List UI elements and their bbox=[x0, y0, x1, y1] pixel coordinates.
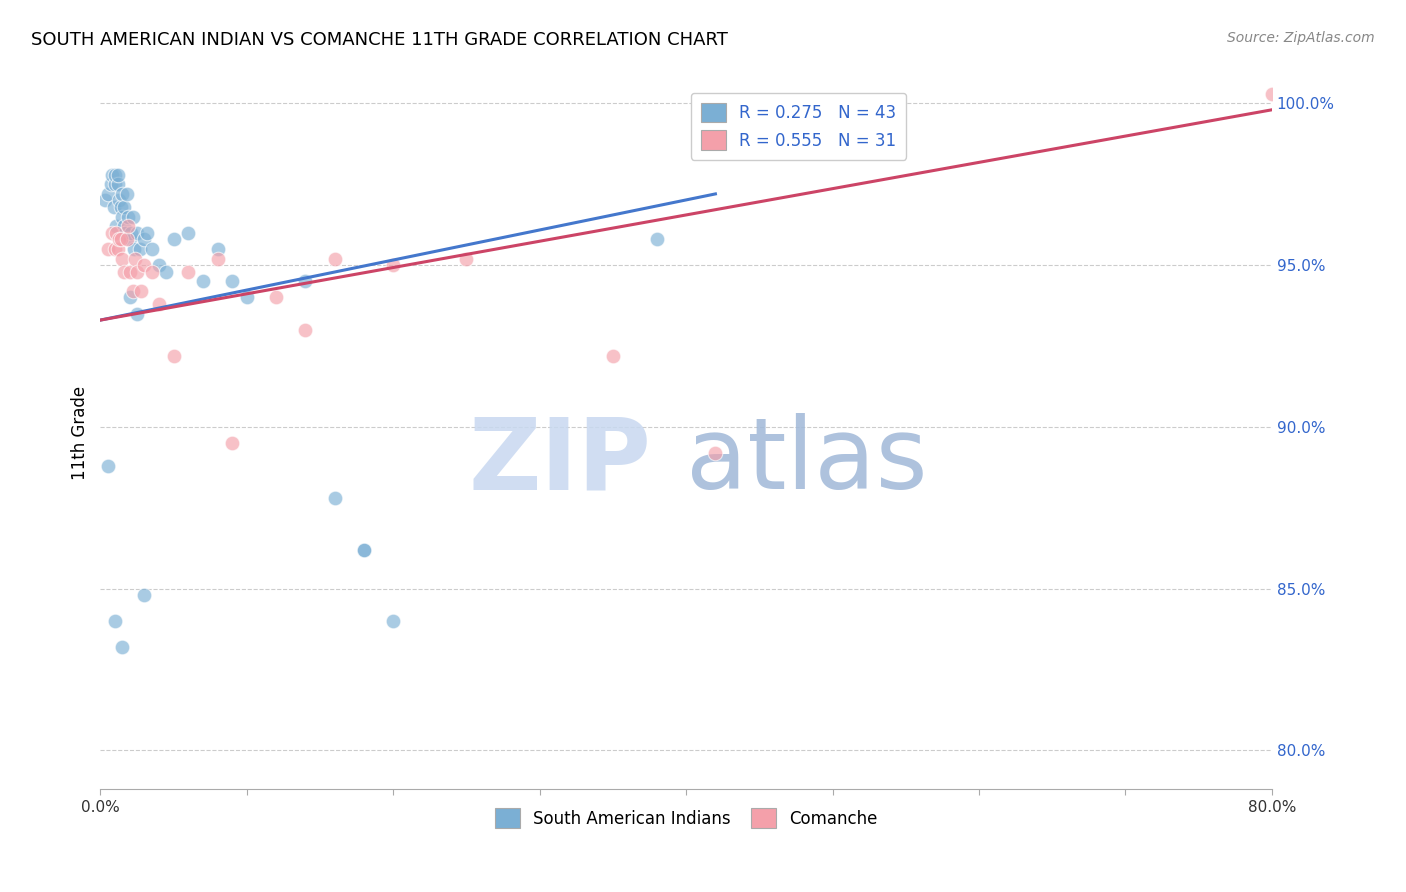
Point bbox=[121, 210, 143, 224]
Point bbox=[118, 264, 141, 278]
Point bbox=[264, 290, 287, 304]
Point bbox=[134, 232, 156, 246]
Point bbox=[115, 186, 138, 201]
Point bbox=[104, 178, 127, 192]
Point bbox=[294, 274, 316, 288]
Point bbox=[112, 200, 135, 214]
Point bbox=[131, 284, 153, 298]
Point bbox=[111, 252, 134, 266]
Point bbox=[177, 226, 200, 240]
Text: SOUTH AMERICAN INDIAN VS COMANCHE 11TH GRADE CORRELATION CHART: SOUTH AMERICAN INDIAN VS COMANCHE 11TH G… bbox=[31, 31, 728, 49]
Text: ZIP: ZIP bbox=[468, 413, 651, 510]
Point bbox=[101, 226, 124, 240]
Point bbox=[111, 186, 134, 201]
Point bbox=[134, 588, 156, 602]
Point bbox=[221, 274, 243, 288]
Point bbox=[221, 436, 243, 450]
Point bbox=[128, 242, 150, 256]
Point bbox=[97, 186, 120, 201]
Point bbox=[111, 210, 134, 224]
Point bbox=[155, 264, 177, 278]
Point bbox=[93, 194, 115, 208]
Point bbox=[97, 242, 120, 256]
Point bbox=[162, 232, 184, 246]
Point bbox=[353, 542, 375, 557]
Point bbox=[294, 323, 316, 337]
Text: atlas: atlas bbox=[686, 413, 928, 510]
Point bbox=[323, 491, 346, 505]
Point bbox=[121, 284, 143, 298]
Point bbox=[110, 200, 132, 214]
Point bbox=[122, 242, 145, 256]
Point bbox=[141, 264, 163, 278]
Point bbox=[125, 264, 148, 278]
Point bbox=[134, 258, 156, 272]
Text: Source: ZipAtlas.com: Source: ZipAtlas.com bbox=[1227, 31, 1375, 45]
Point bbox=[191, 274, 214, 288]
Point bbox=[105, 226, 128, 240]
Point bbox=[136, 226, 159, 240]
Point bbox=[117, 210, 139, 224]
Point bbox=[148, 297, 170, 311]
Point bbox=[108, 194, 131, 208]
Point bbox=[115, 232, 138, 246]
Point bbox=[97, 458, 120, 473]
Point bbox=[207, 242, 229, 256]
Point bbox=[162, 349, 184, 363]
Point bbox=[101, 168, 124, 182]
Point bbox=[323, 252, 346, 266]
Point bbox=[125, 307, 148, 321]
Point bbox=[645, 232, 668, 246]
Point bbox=[124, 252, 146, 266]
Point bbox=[107, 242, 129, 256]
Point bbox=[114, 226, 136, 240]
Point bbox=[107, 168, 129, 182]
Point bbox=[100, 178, 122, 192]
Point bbox=[382, 258, 405, 272]
Point bbox=[120, 226, 142, 240]
Point bbox=[112, 264, 135, 278]
Y-axis label: 11th Grade: 11th Grade bbox=[72, 386, 89, 481]
Point bbox=[112, 219, 135, 234]
Point bbox=[105, 219, 128, 234]
Point bbox=[104, 614, 127, 628]
Point bbox=[177, 264, 200, 278]
Legend: South American Indians, Comanche: South American Indians, Comanche bbox=[488, 802, 884, 834]
Point bbox=[602, 349, 624, 363]
Point bbox=[108, 232, 131, 246]
Point bbox=[118, 232, 141, 246]
Point bbox=[1261, 87, 1284, 101]
Point bbox=[103, 200, 125, 214]
Point bbox=[104, 168, 127, 182]
Point bbox=[353, 542, 375, 557]
Point bbox=[104, 242, 127, 256]
Point bbox=[125, 226, 148, 240]
Point bbox=[704, 446, 727, 460]
Point bbox=[111, 640, 134, 654]
Point bbox=[118, 290, 141, 304]
Point bbox=[382, 614, 405, 628]
Point bbox=[207, 252, 229, 266]
Point bbox=[141, 242, 163, 256]
Point bbox=[107, 178, 129, 192]
Point bbox=[148, 258, 170, 272]
Point bbox=[117, 219, 139, 234]
Point bbox=[110, 232, 132, 246]
Point bbox=[456, 252, 478, 266]
Point bbox=[236, 290, 259, 304]
